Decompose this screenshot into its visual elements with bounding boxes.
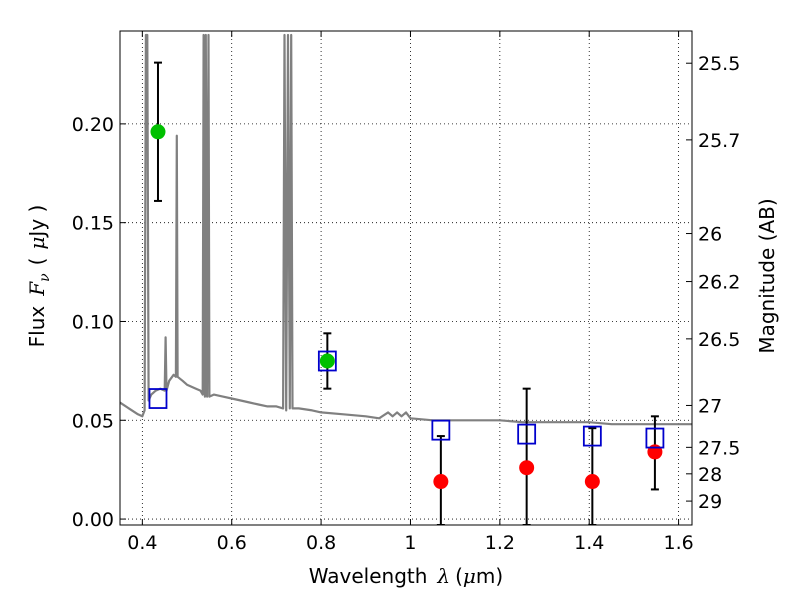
right-axis-label: Magnitude (AB): [755, 198, 779, 353]
green-point: [150, 124, 166, 140]
plot-frame: [119, 30, 693, 526]
model-band-square: [317, 350, 337, 372]
right-tick-label: 26.2: [698, 272, 740, 294]
y-tick-label: 0.00: [72, 509, 114, 531]
right-tick-label: 26: [698, 224, 722, 246]
model-band-square: [645, 427, 665, 449]
y-axis-label-unit-open: (: [25, 258, 49, 266]
x-tick-label: 1: [404, 532, 416, 554]
y-tick-label: 0.10: [72, 311, 114, 333]
x-axis-label-unit-mu: μ: [463, 564, 476, 588]
x-axis-label: Wavelength λ (μm): [309, 564, 503, 588]
tick-labels: 0.4 0.6 0.8 1 1.2 1.4 1.6 0.00 0.05 0.10 0.15 0.20 2…: [72, 53, 741, 554]
data-points-layer: [148, 61, 665, 525]
y-axis-label-symbol-sub: ν: [37, 273, 53, 282]
sed-model-line: [120, 33, 692, 426]
sed-model-layer: [120, 33, 692, 426]
grid-lines: [120, 31, 692, 525]
red-point: [647, 444, 663, 460]
x-tick-label: 0.6: [217, 532, 247, 554]
right-tick-label: 25.5: [698, 53, 740, 75]
x-axis-label-unit-open: (: [455, 564, 463, 588]
right-tick-label: 27.5: [698, 437, 740, 459]
y-axis-label: Flux Fν ( μJy ): [25, 205, 53, 348]
tick-marks: [120, 31, 692, 525]
right-tick-label: 29: [698, 491, 722, 513]
model-band-square: [431, 419, 451, 441]
x-tick-label: 0.8: [306, 532, 336, 554]
y-axis-label-unit-close: Jy ): [25, 205, 49, 239]
x-tick-label: 1.6: [663, 532, 693, 554]
right-tick-label: 28: [698, 464, 722, 486]
y-axis-label-symbol: F: [25, 281, 49, 297]
y-tick-label: 0.20: [72, 114, 114, 136]
y-axis-label-text: Flux: [25, 306, 49, 348]
y-tick-label: 0.05: [72, 410, 114, 432]
model-band-square: [582, 425, 602, 447]
green-point: [319, 353, 335, 369]
x-axis-label-text: Wavelength: [309, 564, 428, 588]
x-axis-label-unit-close: m): [476, 564, 503, 588]
red-point: [519, 460, 535, 476]
right-tick-label: 27: [698, 395, 722, 417]
x-axis-label-symbol: λ: [436, 564, 450, 588]
y-tick-label: 0.15: [72, 213, 114, 235]
red-point: [584, 474, 600, 490]
red-point: [433, 474, 449, 490]
y-axis-label-unit-mu: μ: [25, 237, 49, 250]
model-band-square: [148, 388, 168, 409]
x-tick-label: 1.4: [574, 532, 604, 554]
right-tick-label: 26.5: [698, 329, 740, 351]
model-band-square: [517, 423, 537, 445]
right-tick-label: 25.7: [698, 130, 740, 152]
x-tick-label: 1.2: [485, 532, 515, 554]
x-tick-label: 0.4: [127, 532, 157, 554]
